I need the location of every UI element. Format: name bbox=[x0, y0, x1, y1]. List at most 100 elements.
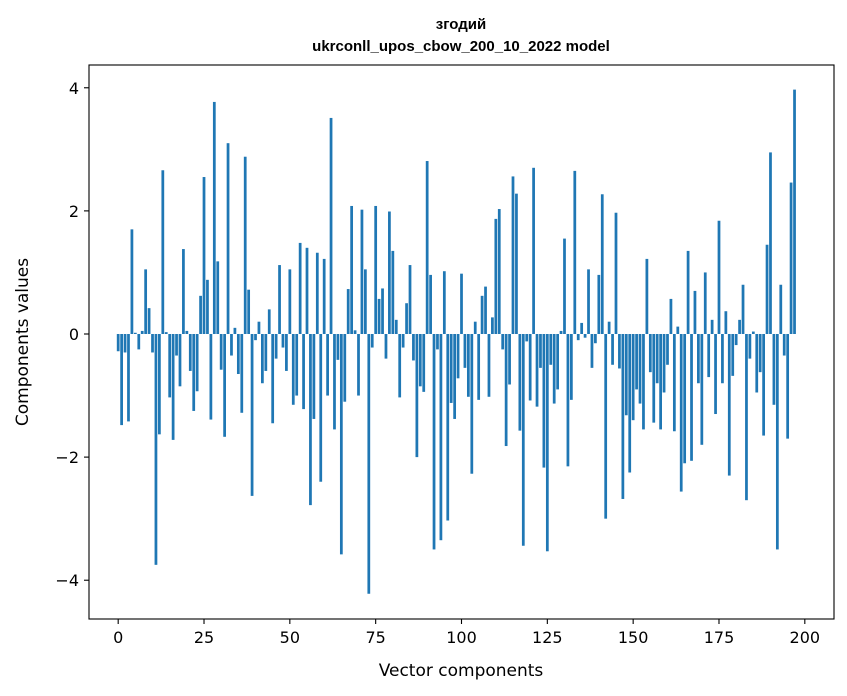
bar bbox=[240, 334, 244, 413]
bar bbox=[573, 170, 577, 334]
bar bbox=[755, 334, 759, 393]
y-axis-label: Components values bbox=[13, 258, 33, 426]
bar bbox=[751, 331, 755, 334]
bar bbox=[642, 334, 645, 430]
bar bbox=[727, 334, 731, 476]
bar bbox=[319, 334, 323, 482]
y-tick-label: 0 bbox=[69, 325, 79, 344]
bars-group bbox=[116, 89, 796, 594]
bar bbox=[216, 261, 220, 334]
bar bbox=[209, 334, 213, 420]
bar bbox=[412, 334, 415, 361]
bar bbox=[343, 334, 347, 402]
bar bbox=[793, 89, 796, 335]
bar bbox=[717, 220, 721, 334]
x-tick-label: 0 bbox=[113, 628, 123, 647]
bar bbox=[164, 332, 168, 334]
bar bbox=[624, 334, 628, 416]
bar bbox=[288, 269, 292, 334]
bar bbox=[312, 334, 316, 419]
bar bbox=[666, 334, 669, 365]
x-axis-label: Vector components bbox=[379, 661, 544, 681]
bar bbox=[442, 271, 446, 334]
bar bbox=[563, 238, 566, 334]
bar bbox=[604, 334, 608, 519]
bar bbox=[504, 334, 508, 447]
bar bbox=[600, 194, 604, 334]
bar bbox=[559, 330, 563, 334]
bar bbox=[329, 117, 333, 334]
bar bbox=[408, 265, 412, 334]
bar bbox=[130, 229, 134, 334]
bar bbox=[267, 309, 271, 334]
x-tick-label: 75 bbox=[365, 628, 385, 647]
bar bbox=[786, 334, 790, 439]
bar bbox=[425, 161, 429, 334]
bar bbox=[271, 334, 275, 424]
bar bbox=[714, 334, 717, 415]
bar bbox=[487, 334, 491, 397]
bar bbox=[127, 334, 130, 422]
bar bbox=[466, 334, 470, 397]
bar bbox=[137, 334, 141, 350]
bar bbox=[748, 334, 752, 359]
bar bbox=[470, 334, 474, 474]
bar bbox=[233, 327, 237, 334]
bar bbox=[446, 334, 450, 521]
bar bbox=[521, 334, 525, 546]
bar bbox=[491, 317, 494, 334]
bar bbox=[405, 303, 408, 334]
bar bbox=[336, 334, 340, 360]
bar bbox=[171, 334, 175, 440]
x-tick-label: 200 bbox=[790, 628, 821, 647]
bar bbox=[528, 334, 532, 401]
bar bbox=[199, 295, 202, 334]
chart-title: згодий bbox=[436, 16, 486, 33]
bar bbox=[515, 193, 518, 334]
x-tick-label: 50 bbox=[280, 628, 300, 647]
bar bbox=[449, 334, 453, 403]
bar bbox=[346, 289, 350, 334]
bar bbox=[182, 249, 185, 334]
bar bbox=[590, 334, 594, 368]
bar bbox=[762, 334, 765, 436]
bar bbox=[508, 334, 511, 385]
y-tick-label: 2 bbox=[69, 202, 79, 221]
bar bbox=[223, 334, 226, 437]
bar bbox=[278, 265, 281, 334]
bar bbox=[525, 334, 529, 342]
bar bbox=[545, 334, 549, 552]
bar bbox=[212, 101, 216, 334]
bar bbox=[683, 334, 687, 464]
bar bbox=[631, 334, 635, 421]
x-tick-label: 150 bbox=[618, 628, 649, 647]
bar bbox=[700, 334, 704, 445]
bar bbox=[147, 308, 151, 334]
bar bbox=[247, 289, 251, 334]
bar bbox=[309, 334, 312, 506]
bar bbox=[556, 334, 560, 390]
bar bbox=[243, 156, 247, 334]
bar bbox=[518, 334, 522, 431]
bar bbox=[549, 334, 553, 365]
bar bbox=[291, 334, 295, 405]
bar bbox=[552, 334, 556, 404]
bar bbox=[659, 334, 662, 430]
bar bbox=[360, 209, 364, 334]
bar bbox=[388, 211, 391, 334]
bar bbox=[274, 334, 278, 359]
bar bbox=[250, 334, 254, 496]
bar bbox=[679, 334, 683, 492]
bar bbox=[697, 334, 700, 384]
bar bbox=[734, 334, 738, 346]
bar bbox=[175, 334, 178, 356]
x-tick-label: 175 bbox=[704, 628, 735, 647]
bar bbox=[168, 334, 172, 398]
bar bbox=[587, 269, 590, 334]
bar bbox=[494, 218, 498, 334]
bar bbox=[655, 334, 659, 384]
bar bbox=[226, 143, 230, 334]
bar bbox=[645, 258, 649, 334]
bar bbox=[693, 290, 697, 334]
bar bbox=[676, 326, 680, 334]
